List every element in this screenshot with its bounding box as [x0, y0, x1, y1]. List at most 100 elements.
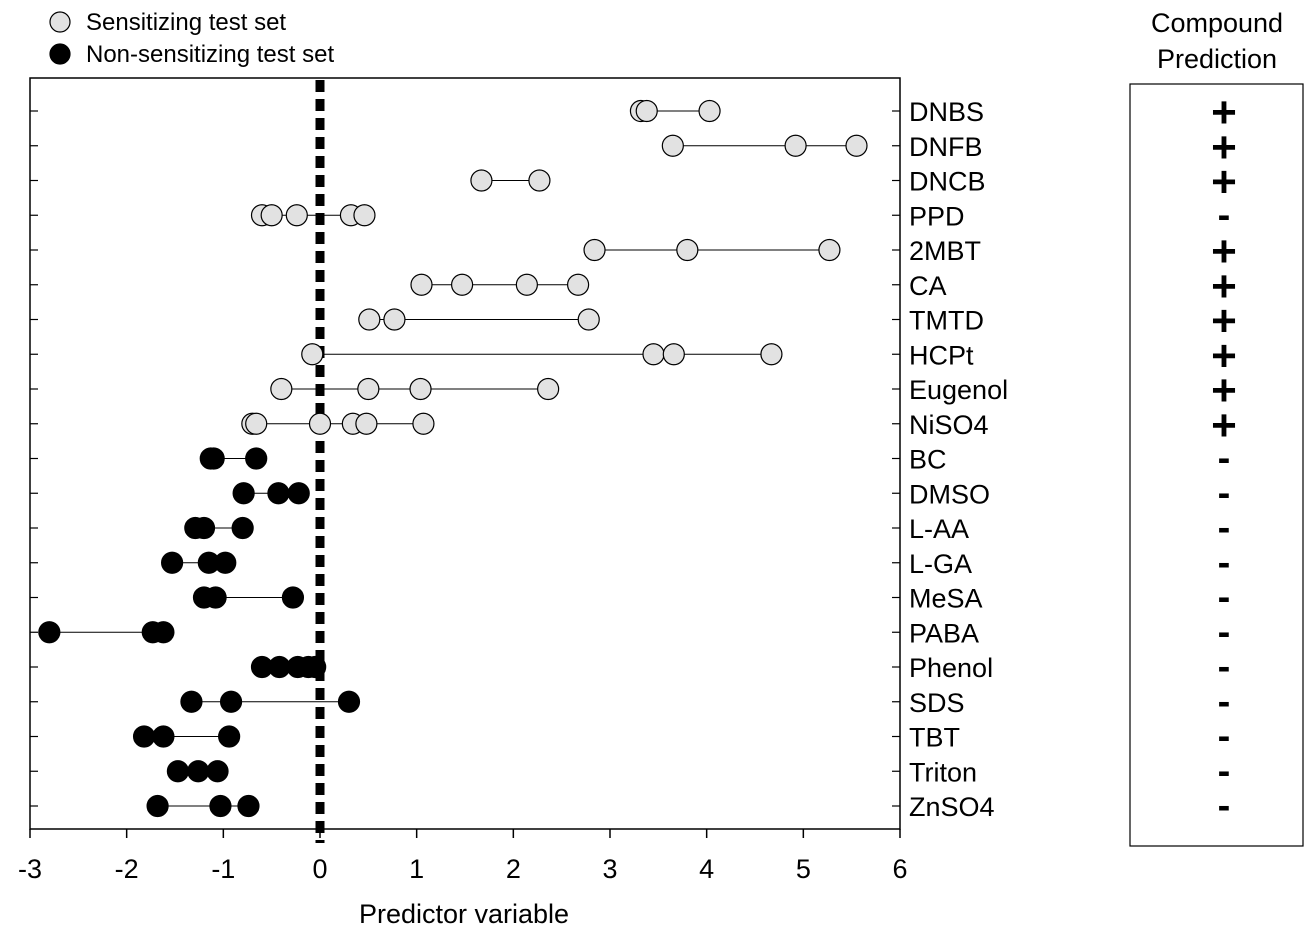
- sensitizing-point: [661, 134, 684, 157]
- non-sensitizing-point: [304, 655, 327, 679]
- sensitizing-point: [245, 412, 268, 435]
- sensitizing-point: [285, 204, 308, 227]
- non-sensitizing-point: [287, 482, 310, 505]
- non-sensitizing-point: [38, 621, 61, 644]
- non-sensitizing-point: [337, 690, 361, 713]
- x-axis-label: Predictor variable: [359, 899, 569, 927]
- sensitizing-point: [760, 343, 783, 366]
- plus-sign: +: [1211, 331, 1237, 380]
- x-tick-label: -2: [115, 854, 139, 884]
- compound-labels: DNBS DNFB DNCB PPD 2MBT CA TMTD HCPt Eugenol NiSO…: [909, 97, 1008, 822]
- non-sensitizing-point: [166, 760, 189, 783]
- minus-sign: -: [1218, 750, 1231, 792]
- non-sensitizing-point: [214, 551, 237, 574]
- minus-sign: -: [1218, 438, 1231, 480]
- non-sensitizing-point: [218, 725, 241, 748]
- sensitizing-point: [301, 343, 324, 366]
- non-sensitizing-point: [231, 516, 254, 540]
- data-marks: [38, 99, 868, 818]
- legend-label-non-sensitizing: Non-sensitizing test set: [86, 41, 334, 68]
- sensitizing-point: [412, 412, 435, 435]
- sensitizing-point: [662, 343, 685, 366]
- compound-label: Phenol: [909, 653, 993, 683]
- sensitizing-point: [353, 204, 376, 227]
- non-sensitizing-point: [152, 621, 175, 644]
- sensitizing-point: [698, 99, 721, 123]
- prediction-box: [1129, 83, 1304, 847]
- sensitizing-point: [818, 238, 841, 262]
- sensitizing-point: [642, 343, 665, 366]
- x-tick-label: 1: [409, 854, 424, 884]
- prediction-header-line-1: Compound: [1151, 8, 1283, 38]
- non-sensitizing-point: [161, 551, 184, 574]
- sensitizing-point: [528, 169, 551, 192]
- non-sensitizing-point: [146, 794, 169, 818]
- plus-sign: +: [1211, 88, 1237, 137]
- compound-label: Eugenol: [909, 375, 1008, 405]
- compound-label: MeSA: [909, 584, 983, 614]
- compound-label: DNFB: [909, 132, 983, 162]
- minus-sign: -: [1218, 611, 1231, 653]
- legend: Sensitizing test set Non-sensitizing tes…: [49, 9, 334, 68]
- minus-sign: -: [1218, 646, 1231, 688]
- compound-label: DMSO: [909, 479, 990, 509]
- sensitizing-point: [409, 377, 432, 401]
- compound-label: NiSO4: [909, 410, 989, 440]
- left-tick-marks: [30, 110, 38, 807]
- sensitizing-point: [566, 273, 590, 296]
- legend-marker-non-sensitizing: [49, 43, 71, 65]
- minus-sign: -: [1218, 785, 1231, 827]
- sensitizing-point: [577, 308, 600, 331]
- sensitizing-point: [515, 273, 538, 296]
- non-sensitizing-point: [267, 482, 290, 505]
- compound-label: TMTD: [909, 306, 984, 336]
- sensitizing-point: [270, 377, 293, 401]
- non-sensitizing-point: [232, 482, 255, 505]
- non-sensitizing-point: [237, 794, 260, 818]
- non-sensitizing-point: [204, 586, 227, 609]
- prediction-symbols: +++-++++++-----------: [1211, 88, 1237, 827]
- compound-label: 2MBT: [909, 236, 981, 266]
- compound-label: SDS: [909, 688, 965, 718]
- sensitizing-point: [308, 412, 332, 435]
- minus-sign: -: [1218, 681, 1231, 723]
- prediction-header-line-2: Prediction: [1157, 44, 1277, 74]
- compound-label: PABA: [909, 618, 979, 648]
- x-axis: -3 -2 -1 0 1 2 3 4 5 6: [18, 829, 908, 884]
- non-sensitizing-point: [152, 725, 175, 748]
- non-sensitizing-point: [202, 447, 225, 470]
- compound-label: CA: [909, 271, 947, 301]
- sensitizing-point: [635, 99, 658, 123]
- x-tick-label: 0: [312, 854, 327, 884]
- sensitizing-point: [784, 134, 807, 157]
- plus-sign: +: [1211, 401, 1237, 450]
- compound-label: DNBS: [909, 97, 984, 127]
- legend-label-sensitizing: Sensitizing test set: [86, 9, 286, 36]
- compound-label: ZnSO4: [909, 792, 995, 822]
- plus-sign: +: [1211, 366, 1237, 415]
- sensitizing-point: [583, 238, 606, 262]
- minus-sign: -: [1218, 507, 1231, 549]
- plot-frame: [29, 77, 901, 830]
- sensitizing-point: [676, 238, 699, 262]
- non-sensitizing-point: [180, 690, 203, 713]
- non-sensitizing-point: [192, 516, 216, 540]
- non-sensitizing-point: [187, 760, 210, 783]
- non-sensitizing-point: [281, 586, 305, 609]
- non-sensitizing-point: [209, 794, 232, 818]
- minus-sign: -: [1218, 542, 1231, 584]
- sensitizing-point: [260, 204, 283, 227]
- minus-sign: -: [1218, 716, 1231, 758]
- x-tick-label: 5: [796, 854, 811, 884]
- compound-label: HCPt: [909, 340, 974, 370]
- x-tick-label: 3: [602, 854, 617, 884]
- plus-sign: +: [1211, 123, 1237, 172]
- minus-sign: -: [1218, 577, 1231, 619]
- non-sensitizing-point: [245, 447, 268, 470]
- sensitizing-point: [845, 134, 868, 157]
- x-tick-label: 2: [506, 854, 521, 884]
- compound-label: PPD: [909, 201, 965, 231]
- legend-marker-sensitizing: [49, 11, 71, 33]
- minus-sign: -: [1218, 194, 1231, 236]
